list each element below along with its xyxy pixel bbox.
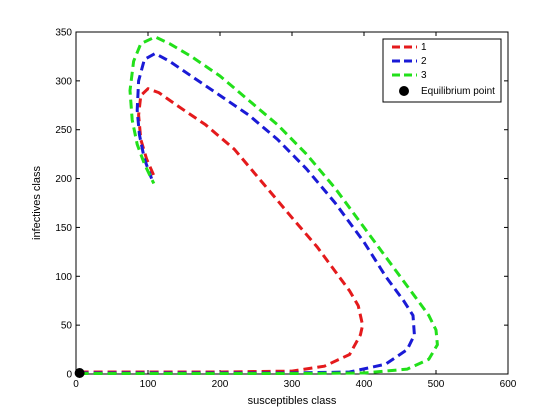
series-group xyxy=(79,35,439,375)
equilibrium-group xyxy=(74,368,85,379)
y-tick-label: 0 xyxy=(66,370,72,381)
x-tick-label: 400 xyxy=(356,379,373,390)
x-tick-label: 200 xyxy=(212,379,229,390)
x-tick-label: 600 xyxy=(500,379,517,390)
legend-label-2: 2 xyxy=(421,56,427,67)
x-tick-label: 100 xyxy=(140,379,157,390)
series-line-2 xyxy=(79,52,416,375)
x-tick-label: 300 xyxy=(284,379,301,390)
y-tick-label: 200 xyxy=(55,174,72,185)
x-tick-label: 0 xyxy=(73,379,79,390)
y-tick-label: 50 xyxy=(61,321,73,332)
equilibrium-point-marker xyxy=(74,368,85,379)
y-axis-ticks: 0 50 100 150 200 250 300 350 xyxy=(55,28,508,381)
legend-label-equilibrium: Equilibrium point xyxy=(421,86,495,97)
legend: 1 2 3 Equilibrium point xyxy=(382,38,502,103)
y-tick-label: 100 xyxy=(55,272,72,283)
legend-label-3: 3 xyxy=(421,70,427,81)
series-line-3 xyxy=(79,35,439,375)
y-tick-label: 250 xyxy=(55,125,72,136)
legend-label-1: 1 xyxy=(421,42,427,53)
y-tick-label: 300 xyxy=(55,76,72,87)
y-tick-label: 150 xyxy=(55,223,72,234)
y-tick-label: 350 xyxy=(55,28,72,39)
x-axis-label: susceptibles class xyxy=(248,395,337,407)
x-tick-label: 500 xyxy=(428,379,445,390)
series-line-1 xyxy=(79,87,365,374)
y-axis-label: infectives class xyxy=(31,166,43,240)
legend-equilibrium-marker xyxy=(399,86,409,96)
